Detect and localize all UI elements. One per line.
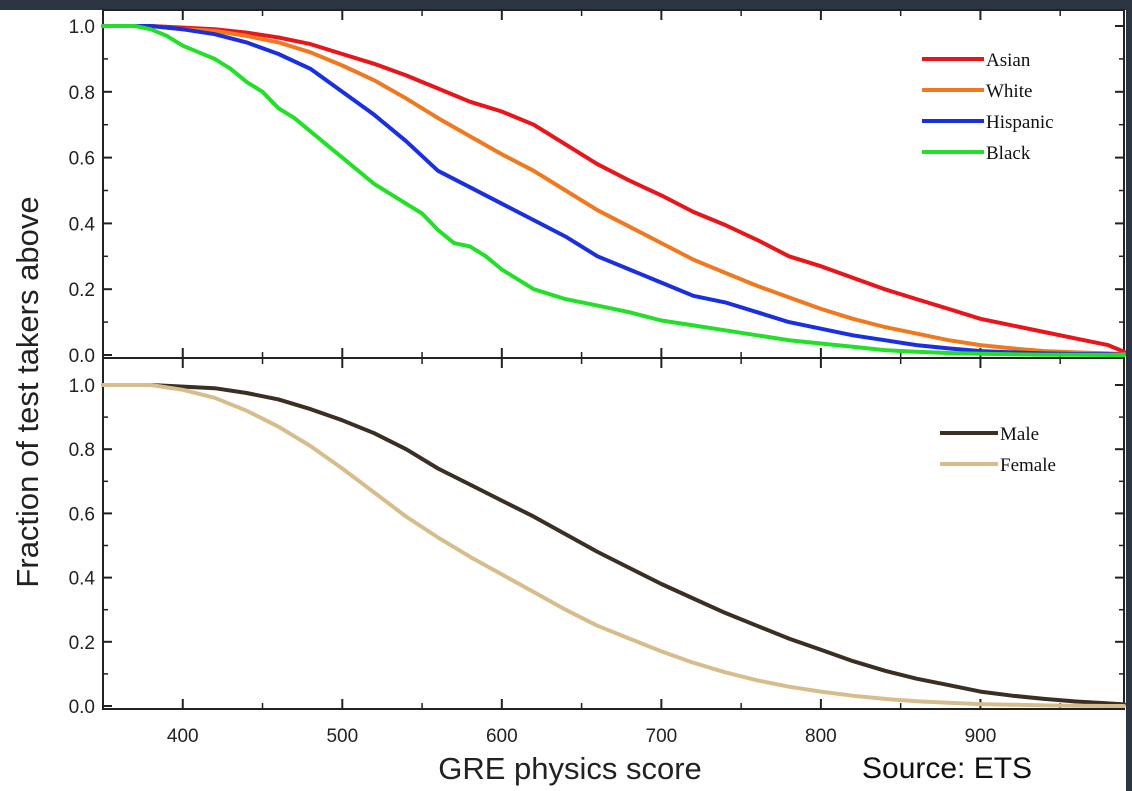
y-tick-label: 0.6	[69, 504, 95, 525]
series-line-white	[101, 24, 1126, 356]
x-tick-labels: 400 500 600 700 800 900	[167, 726, 996, 747]
series-line-black	[101, 24, 1126, 357]
right-border-bar	[1126, 0, 1132, 791]
y-tick-label: 0.4	[69, 214, 96, 235]
series-line-asian	[101, 24, 1126, 354]
y-tick-label: 1.0	[69, 376, 95, 397]
top-plot-frame	[102, 9, 1125, 359]
legend-label-hispanic: Hispanic	[986, 112, 1054, 133]
x-tick-label: 900	[965, 726, 997, 747]
x-tick-label: 600	[486, 726, 518, 747]
series-line-hispanic	[101, 24, 1126, 357]
legend-label-female: Female	[1000, 455, 1056, 476]
x-tick-label: 500	[326, 726, 358, 747]
y-tick-label: 0.0	[69, 346, 95, 367]
top-panel: 0.0 0.2 0.4 0.6 0.8 1.0 Asian White Hispanic Blac…	[69, 9, 1126, 367]
y-tick-label: 0.6	[69, 149, 95, 170]
y-axis-title: Fraction of test takers above	[10, 196, 45, 587]
x-tick-label: 400	[167, 726, 199, 747]
legend-label-asian: Asian	[986, 50, 1031, 71]
legend-label-black: Black	[986, 143, 1031, 164]
x-axis-title: GRE physics score	[438, 751, 702, 786]
legend-label-male: Male	[1000, 424, 1039, 445]
series-line-male	[101, 383, 1126, 707]
bottom-panel: 0.0 0.2 0.4 0.6 0.8 1.0 Male Female	[69, 357, 1126, 718]
series-line-female	[101, 383, 1126, 708]
source-note: Source: ETS	[862, 752, 1033, 785]
legend-label-white: White	[986, 81, 1032, 102]
y-tick-label: 0.2	[69, 633, 95, 654]
bottom-plot-frame	[102, 357, 1125, 710]
y-tick-label: 1.0	[69, 17, 95, 38]
y-tick-label: 0.0	[69, 697, 95, 718]
x-tick-label: 700	[646, 726, 678, 747]
top-border-bar	[0, 0, 1132, 10]
y-tick-label: 0.8	[69, 83, 95, 104]
y-tick-label: 0.2	[69, 280, 95, 301]
y-tick-label: 0.8	[69, 440, 95, 461]
y-tick-label: 0.4	[69, 569, 96, 590]
x-tick-label: 800	[805, 726, 837, 747]
